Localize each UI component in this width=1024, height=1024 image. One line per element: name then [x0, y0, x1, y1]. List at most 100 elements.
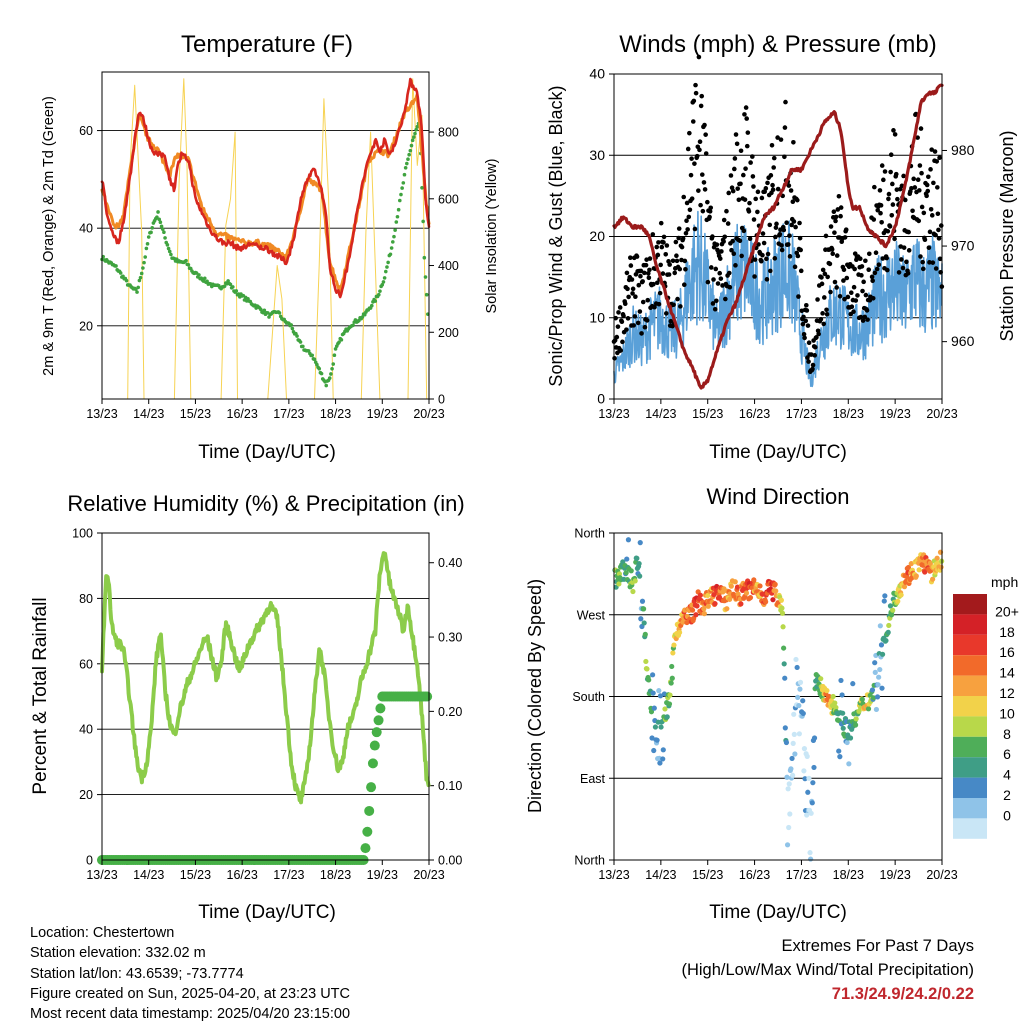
wind-direction-point	[794, 664, 800, 671]
wind-gust-point	[863, 292, 869, 298]
wind-gust-point	[631, 323, 636, 328]
precip-right-tick-label: 0.20	[438, 705, 462, 719]
wind-gust-point	[638, 268, 644, 274]
wind-gust-point	[708, 205, 714, 211]
wind-gust-point	[842, 235, 848, 240]
wind-direction-point	[818, 676, 824, 682]
wind-direction-point	[836, 748, 842, 754]
humidity-plot-frame	[101, 532, 430, 861]
station-elevation: Station elevation: 332.02 m	[30, 945, 206, 962]
wind-gust-point	[812, 345, 818, 350]
humidity-precip-panel: Relative Humidity (%) & Precipitation (i…	[30, 491, 465, 923]
temperature-x-tick-label: 18/23	[320, 407, 351, 421]
wind-gust-point	[744, 143, 750, 149]
dewpoint-point	[158, 220, 163, 224]
wind-gust-point	[860, 318, 866, 323]
dewpoint-point	[222, 284, 227, 289]
wind-gust-point	[820, 311, 825, 316]
speed-legend-swatch	[953, 594, 987, 615]
wind-gust-point	[737, 238, 743, 244]
wind-gust-point	[848, 290, 854, 296]
wind-gust-point	[838, 213, 843, 219]
dewpoint-point	[186, 262, 191, 267]
wind-gust-point	[684, 200, 690, 206]
dewpoint-point	[398, 198, 402, 203]
temperature-right-axis-label: Solar Insolation (Yellow)	[484, 158, 500, 313]
humidity-x-tick-label: 15/23	[180, 868, 211, 882]
wind-gust-point	[747, 200, 752, 206]
wind-gust-point	[802, 335, 807, 341]
wind-gust-point	[783, 99, 788, 105]
dewpoint-point	[145, 242, 150, 246]
direction-title: Wind Direction	[706, 484, 849, 509]
wind-gust-point	[829, 247, 835, 252]
wind-direction-point	[712, 601, 718, 607]
wind-gust-point	[887, 224, 893, 229]
dewpoint-point	[369, 303, 374, 308]
wind-gust-point	[699, 172, 705, 177]
dewpoint-point	[373, 299, 378, 303]
wind-gust-point	[646, 275, 652, 281]
speed-legend-swatch	[953, 614, 987, 635]
dewpoint-point	[184, 258, 188, 263]
wind-direction-point	[616, 581, 622, 587]
wind-gust-point	[703, 132, 708, 137]
wind-gust-point	[630, 286, 636, 292]
wind-gust-point	[693, 90, 699, 96]
wind-gust-point	[689, 156, 694, 161]
wind-gust-point	[842, 296, 847, 302]
direction-x-tick-label: 16/23	[739, 868, 770, 882]
wind-direction-point	[796, 731, 802, 737]
dewpoint-point	[396, 207, 401, 212]
wind-direction-point	[805, 789, 811, 795]
wind-gust-point	[869, 274, 875, 280]
dewpoint-point	[202, 276, 207, 281]
temperature-right-tick-label: 600	[438, 192, 459, 206]
wind-gust-point	[804, 302, 809, 308]
wind-gust-point	[733, 132, 739, 137]
wind-direction-point	[784, 774, 790, 780]
dewpoint-point	[141, 266, 145, 270]
dewpoint-point	[156, 210, 160, 214]
wind-gust-point	[664, 243, 670, 248]
wind-gust-point	[745, 130, 751, 135]
station-info: Location: Chestertown Station elevation:…	[30, 923, 350, 1024]
wind-direction-point	[879, 685, 885, 691]
wind-gust-point	[916, 218, 922, 224]
temperature-plot-frame	[101, 71, 430, 400]
wind-gust-point	[782, 125, 788, 130]
wind-gust-point	[744, 116, 749, 121]
wind-gust-point	[768, 173, 774, 178]
dewpoint-point	[406, 157, 410, 162]
wind-gust-point	[625, 286, 630, 292]
precip-right-tick-label: 0.40	[438, 556, 462, 570]
humidity-x-tick-label: 14/23	[133, 868, 164, 882]
wind-gust-point	[866, 267, 872, 272]
wind-direction-point	[780, 624, 786, 630]
wind-direction-point	[669, 663, 675, 670]
wind-gust-point	[739, 253, 744, 259]
wind-gust-point	[935, 185, 940, 190]
dewpoint-point	[390, 240, 395, 244]
wind-gust-point	[937, 155, 942, 161]
wind-direction-point	[624, 556, 630, 562]
wind-direction-point	[778, 597, 784, 603]
temperature-x-axis-label: Time (Day/UTC)	[198, 442, 336, 463]
wind-gust-point	[879, 163, 885, 168]
wind-gust-point	[936, 236, 942, 241]
wind-gust-point	[873, 250, 879, 256]
wind-direction-point	[781, 661, 787, 667]
wind-gust-point	[674, 258, 680, 264]
wind-gust-point	[768, 268, 773, 274]
wind-gust-point	[640, 299, 646, 305]
temperature-title: Temperature (F)	[181, 31, 353, 58]
wind-gust-point	[935, 211, 941, 217]
wind-direction-point	[693, 612, 699, 618]
temperature-x-tick-label: 20/23	[413, 407, 444, 421]
wind-gust-point	[637, 309, 643, 314]
speed-legend-label: 14	[999, 665, 1015, 681]
wind-direction-point	[832, 700, 838, 706]
wind-direction-point	[727, 596, 733, 602]
wind-gust-point	[655, 252, 661, 258]
wind-gust-point	[671, 302, 676, 308]
